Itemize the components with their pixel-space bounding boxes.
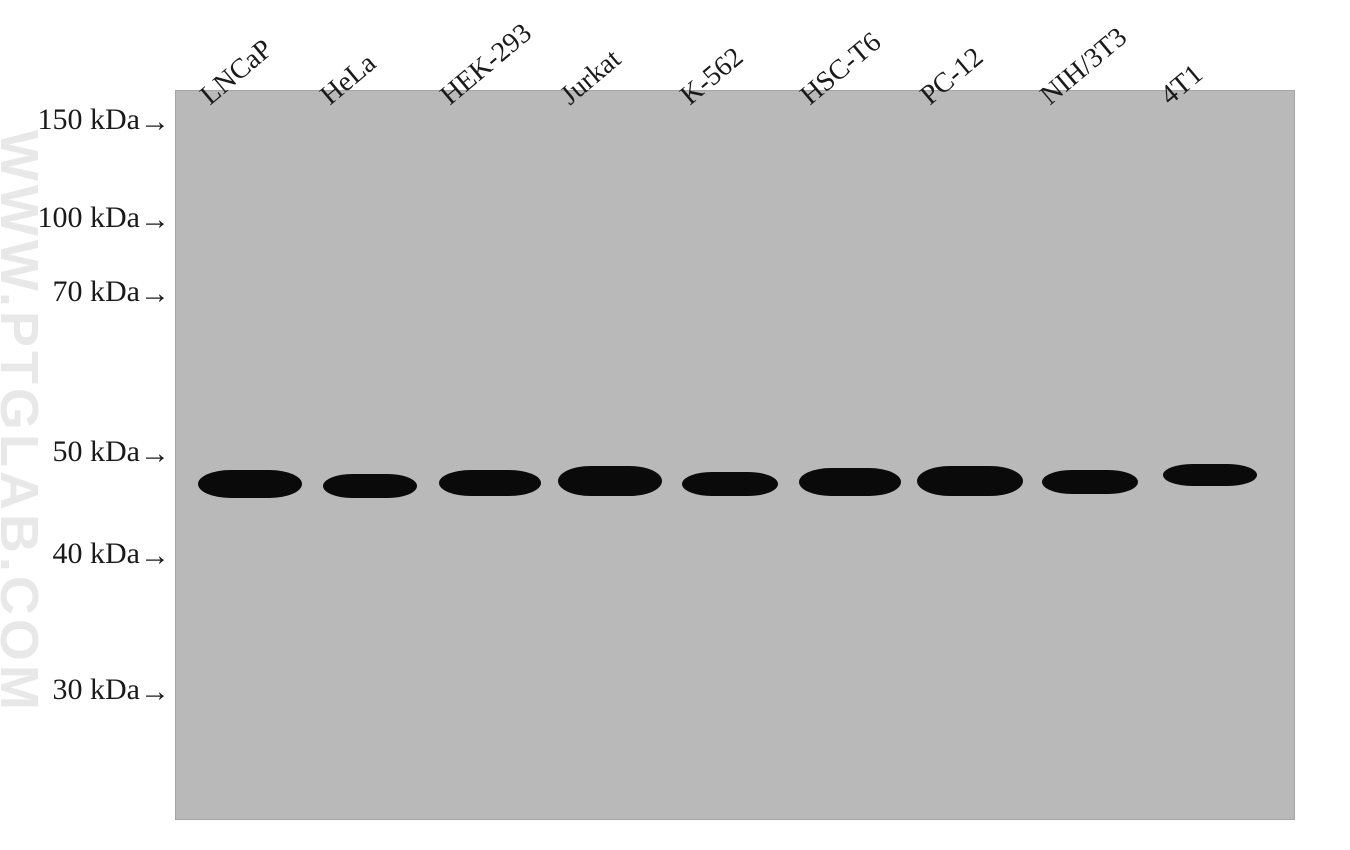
mw-value: 100 kDa (38, 201, 140, 234)
arrow-icon: → (140, 205, 170, 235)
mw-value: 30 kDa (53, 673, 140, 706)
mw-label-30: 30 kDa→ (53, 673, 170, 707)
band (439, 470, 541, 496)
band (1163, 464, 1257, 486)
arrow-icon: → (140, 677, 170, 707)
mw-label-150: 150 kDa→ (38, 103, 170, 137)
blot-membrane (175, 90, 1295, 820)
band (917, 466, 1023, 496)
mw-value: 40 kDa (53, 537, 140, 570)
band (198, 470, 302, 498)
western-blot-figure: WWW.PTGLAB.COM 150 kDa→100 kDa→70 kDa→50… (0, 0, 1350, 850)
band (1042, 470, 1138, 494)
mw-value: 50 kDa (53, 435, 140, 468)
mw-label-70: 70 kDa→ (53, 275, 170, 309)
mw-value: 150 kDa (38, 103, 140, 136)
band (323, 474, 417, 498)
arrow-icon: → (140, 541, 170, 571)
arrow-icon: → (140, 279, 170, 309)
arrow-icon: → (140, 107, 170, 137)
mw-label-50: 50 kDa→ (53, 435, 170, 469)
band (799, 468, 901, 496)
band (682, 472, 778, 496)
mw-label-100: 100 kDa→ (38, 201, 170, 235)
arrow-icon: → (140, 439, 170, 469)
band (558, 466, 662, 496)
mw-label-40: 40 kDa→ (53, 537, 170, 571)
mw-value: 70 kDa (53, 275, 140, 308)
